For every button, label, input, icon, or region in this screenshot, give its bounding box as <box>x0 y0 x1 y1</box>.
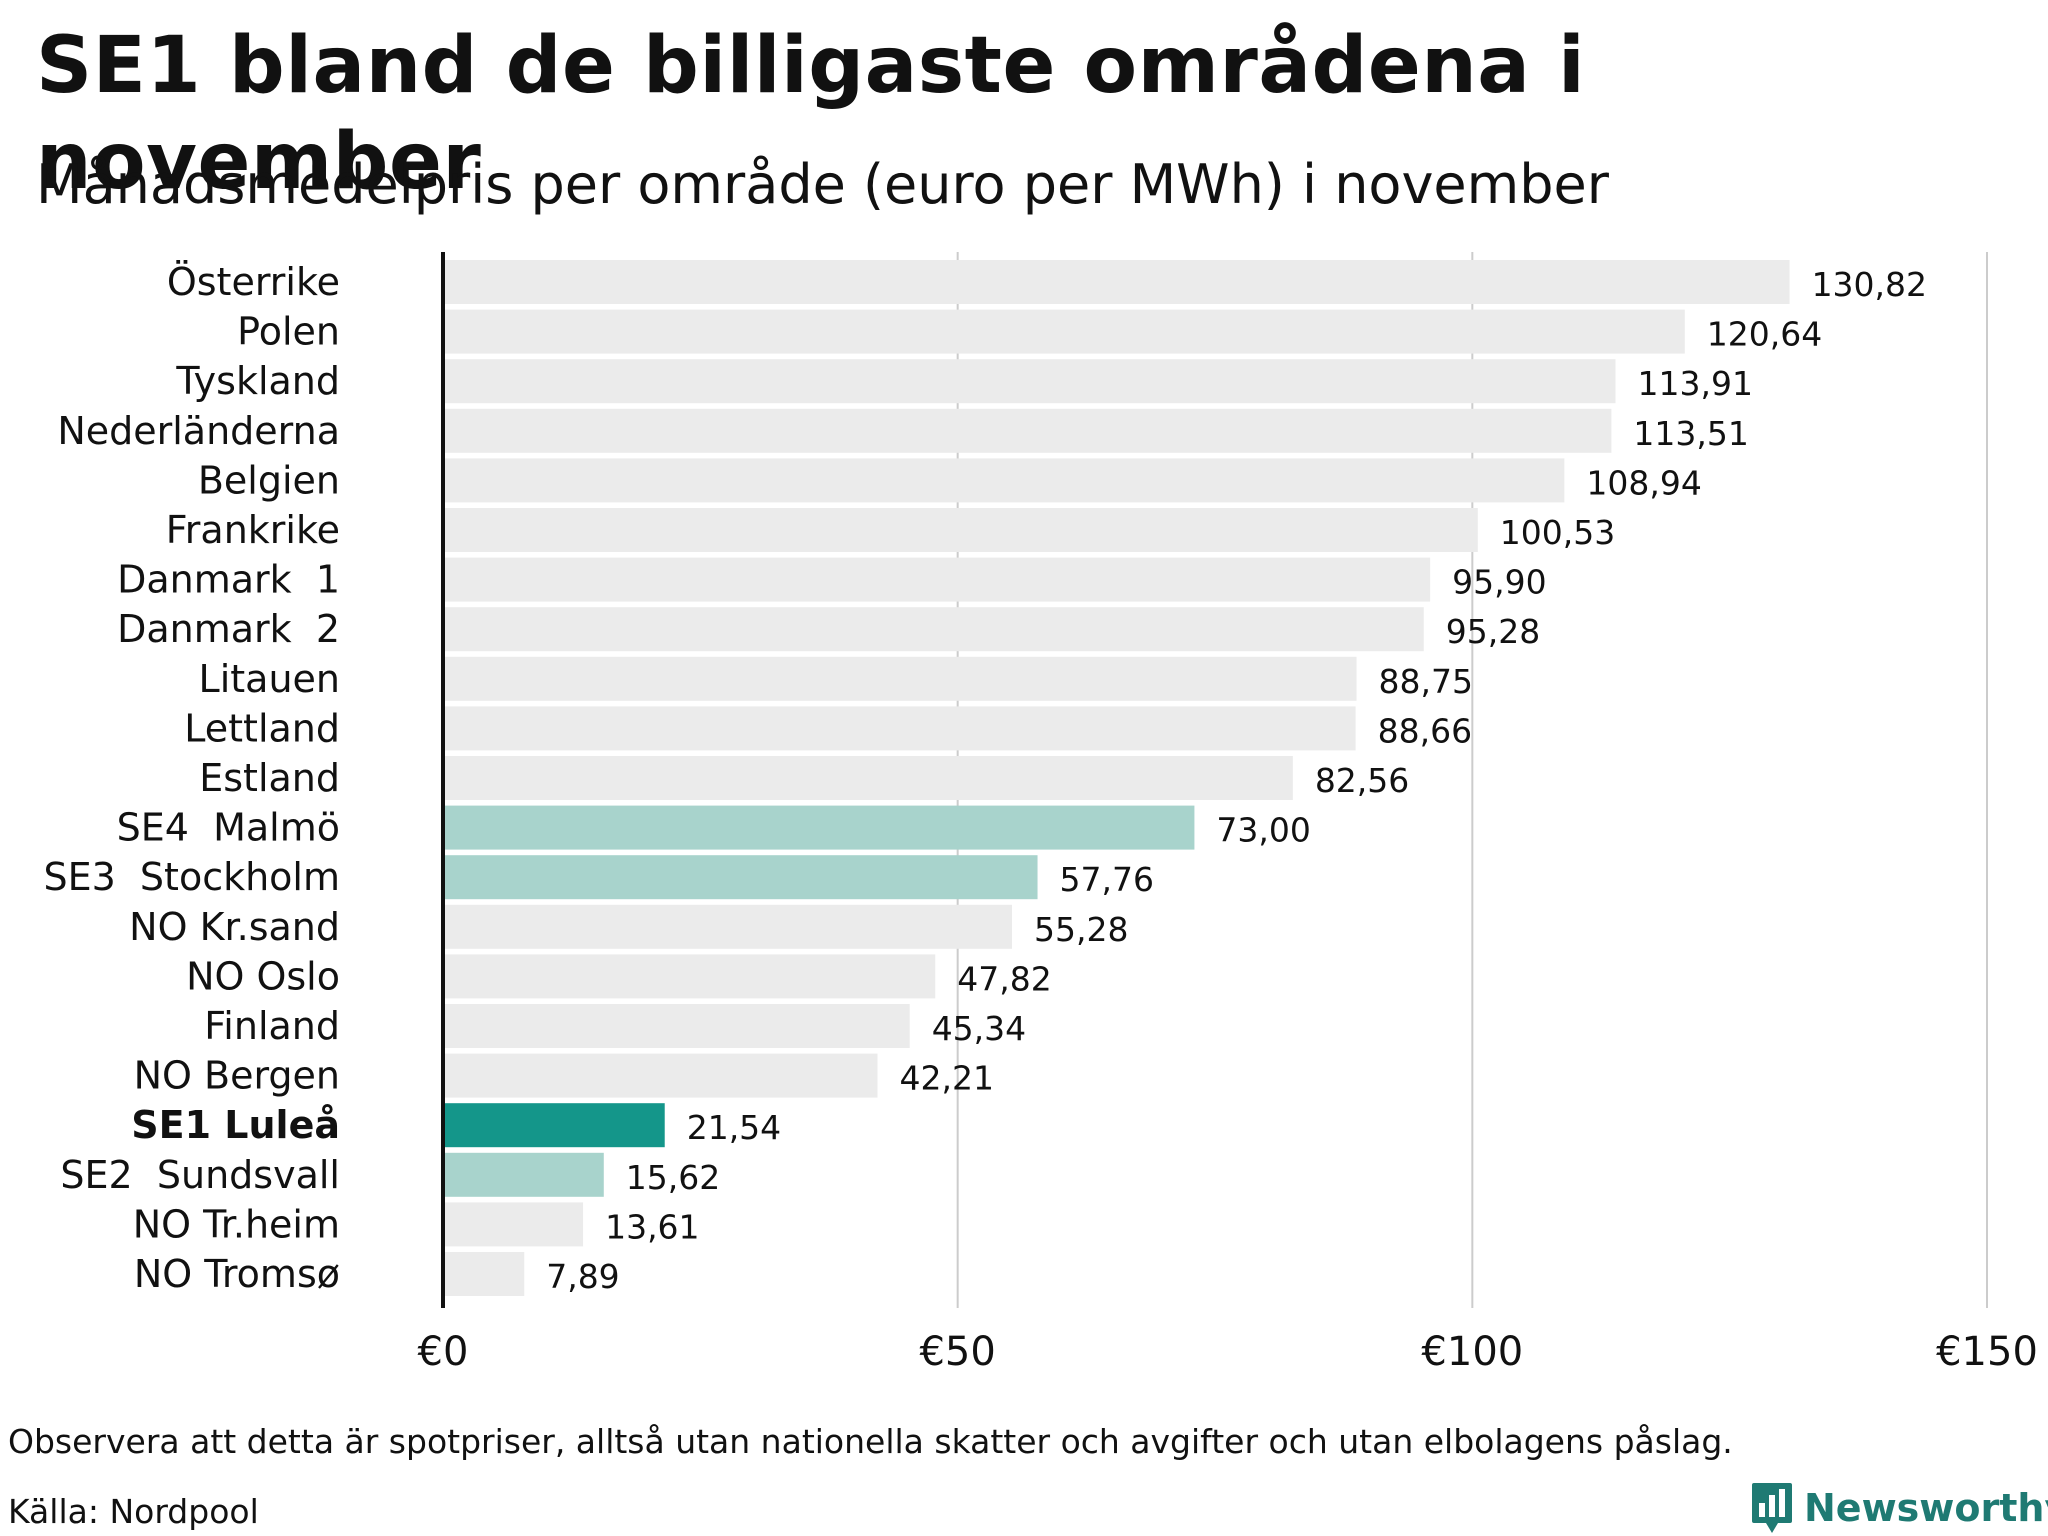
category-label: SE1 Luleå <box>131 1103 340 1147</box>
x-axis-ticks: €0 €50 €100 €150 <box>418 1329 2038 1375</box>
value-label: 108,94 <box>1586 463 1701 502</box>
bar <box>443 458 1565 503</box>
value-label: 88,66 <box>1378 711 1472 750</box>
category-label: Belgien <box>198 458 340 502</box>
bars <box>443 260 1790 1296</box>
value-label: 95,90 <box>1452 563 1546 602</box>
bar <box>443 805 1195 850</box>
category-label: Frankrike <box>166 508 340 552</box>
category-label: Nederländerna <box>57 409 340 453</box>
category-label: Polen <box>237 310 340 354</box>
bar <box>443 1152 604 1197</box>
category-label: SE2 Sundsvall <box>60 1153 340 1197</box>
x-tick-label: €100 <box>1421 1329 1523 1375</box>
value-label: 47,82 <box>957 959 1051 998</box>
value-label: 95,28 <box>1446 612 1540 651</box>
bar <box>443 1004 910 1048</box>
category-label: Danmark 1 <box>117 558 340 602</box>
value-label: 113,91 <box>1638 364 1753 403</box>
bar <box>443 508 1478 552</box>
value-label: 120,64 <box>1707 315 1822 354</box>
category-label: Litauen <box>199 657 340 701</box>
category-labels: Österrike Polen Tyskland Nederländerna Belgi… <box>43 260 340 1296</box>
value-label: 113,51 <box>1633 414 1748 453</box>
value-label: 88,75 <box>1379 662 1473 701</box>
value-label: 57,76 <box>1060 860 1154 899</box>
brand-name: Newsworthy <box>1804 1486 2048 1530</box>
bar <box>443 1252 525 1296</box>
chart-subtitle: Månadsmedelpris per område (euro per MWh… <box>36 153 1609 216</box>
category-label: NO Tromsø <box>134 1252 340 1296</box>
bar <box>443 706 1356 751</box>
bar <box>443 309 1685 354</box>
bar <box>443 954 936 999</box>
category-label: NO Kr.sand <box>129 905 340 949</box>
value-label: 55,28 <box>1034 910 1128 949</box>
category-label: SE4 Malmö <box>117 806 340 850</box>
category-label: Lettland <box>184 706 340 750</box>
x-tick-label: €0 <box>418 1329 469 1375</box>
bar <box>443 904 1013 949</box>
x-tick-label: €50 <box>919 1329 995 1375</box>
category-label: Finland <box>204 1004 340 1048</box>
value-label: 45,34 <box>932 1009 1026 1048</box>
bar <box>443 756 1293 800</box>
bar <box>443 359 1616 404</box>
newsworthy-logo: Newsworthy <box>1750 1480 2048 1536</box>
bar <box>443 607 1424 652</box>
bar <box>443 408 1612 453</box>
value-label: 42,21 <box>899 1059 993 1098</box>
bar <box>443 855 1038 900</box>
category-label: SE3 Stockholm <box>43 855 340 899</box>
value-label: 13,61 <box>605 1207 699 1246</box>
value-label: 73,00 <box>1216 811 1310 850</box>
bar-chart: Österrike Polen Tyskland Nederländerna Belgi… <box>43 252 2038 1375</box>
footnote: Observera att detta är spotpriser, allts… <box>8 1422 1733 1461</box>
category-label: Danmark 2 <box>117 607 340 651</box>
category-label: NO Oslo <box>186 954 340 998</box>
value-label: 15,62 <box>626 1158 720 1197</box>
value-labels: 130,82 120,64 113,91 113,51 108,94 100,53 95,9… <box>546 265 1927 1296</box>
category-label: NO Tr.heim <box>133 1202 340 1246</box>
bar <box>443 260 1790 304</box>
value-label: 7,89 <box>546 1257 619 1296</box>
category-label: NO Bergen <box>134 1054 340 1098</box>
bar <box>443 1202 584 1247</box>
bar <box>443 1053 878 1098</box>
chart-title: SE1 bland de billigaste områdena i novem… <box>36 21 1586 207</box>
category-label: Österrike <box>167 260 340 304</box>
newsworthy-chart-icon <box>1752 1483 1792 1533</box>
bar <box>443 656 1357 701</box>
value-label: 21,54 <box>687 1108 781 1147</box>
value-label: 130,82 <box>1812 265 1927 304</box>
category-label: Tyskland <box>175 359 340 403</box>
value-label: 82,56 <box>1315 761 1409 800</box>
value-label: 100,53 <box>1500 513 1615 552</box>
bar <box>443 557 1431 602</box>
category-label: Estland <box>199 756 340 800</box>
source-note: Källa: Nordpool <box>8 1492 259 1531</box>
x-tick-label: €150 <box>1936 1329 2038 1375</box>
bar <box>443 1103 665 1148</box>
